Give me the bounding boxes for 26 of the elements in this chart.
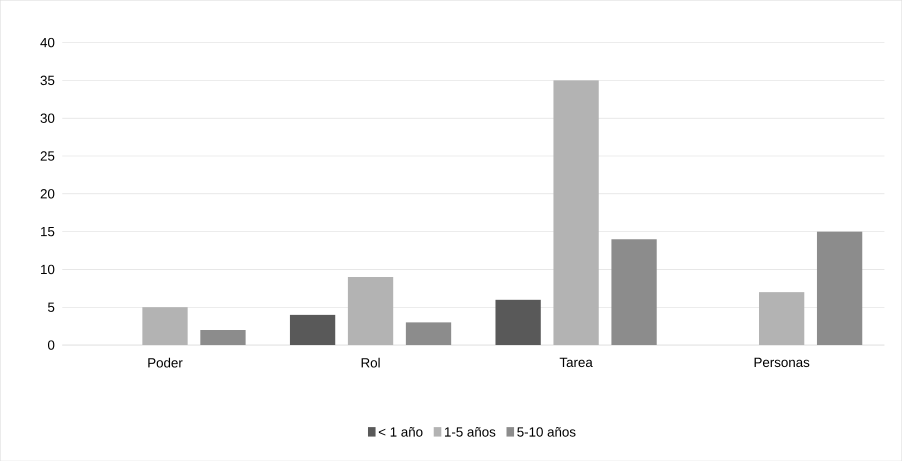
bar	[758, 292, 804, 345]
legend-label: 1-5 años	[444, 426, 496, 437]
bar	[406, 322, 452, 345]
legend-label: < 1 año	[378, 426, 422, 437]
y-tick-label: 20	[40, 188, 54, 198]
x-tick-label: Tarea	[560, 358, 593, 367]
x-tick-label: Personas	[754, 358, 810, 367]
legend-label: 5-10 años	[517, 426, 576, 437]
bar	[142, 307, 188, 345]
y-tick-label: 35	[40, 76, 54, 85]
y-tick-label: 15	[41, 226, 54, 236]
bar	[200, 330, 246, 345]
bar	[290, 314, 336, 345]
y-tick-label: 5	[48, 302, 54, 312]
bar	[611, 239, 657, 345]
bar	[553, 80, 599, 345]
bar	[495, 300, 541, 345]
y-tick-label: 25	[40, 151, 54, 161]
x-tick-label: Rol	[362, 358, 380, 368]
y-tick-label: 40	[40, 38, 54, 48]
y-tick-label: 30	[40, 113, 54, 123]
bar	[348, 276, 394, 345]
y-tick-label: 0	[48, 340, 54, 350]
x-tick-label: Poder	[148, 358, 183, 368]
bar	[816, 232, 862, 345]
y-tick-label: 10	[41, 264, 54, 274]
